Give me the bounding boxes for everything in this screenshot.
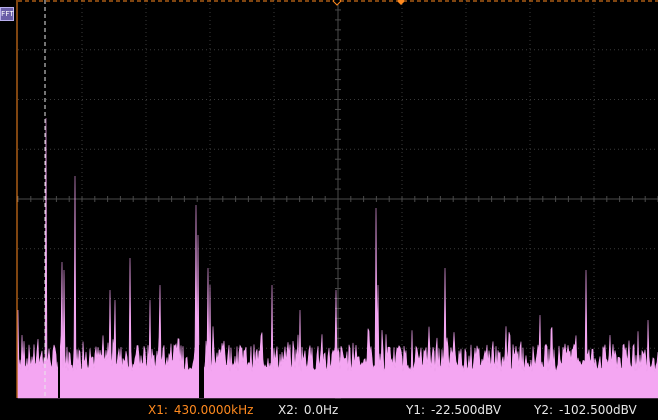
cursor-y2-value: -102.500dBV xyxy=(559,403,637,417)
cursor-x2-value: 0.0Hz xyxy=(303,403,339,417)
center-frequency-marker xyxy=(397,0,405,5)
cursor-y1-readout: Y1: -22.500dBV xyxy=(406,400,501,420)
cursor-y1-label: Y1: xyxy=(406,403,426,417)
cursor-x1-readout: X1: 430.0000kHz xyxy=(148,400,253,420)
trigger-position-marker xyxy=(332,0,342,6)
fft-channel-marker[interactable]: FFT xyxy=(0,7,14,21)
cursor-y2-label: Y2: xyxy=(534,403,554,417)
cursor-x2-label: X2: xyxy=(278,403,298,417)
cursor-y2-readout: Y2: -102.500dBV xyxy=(534,400,637,420)
trace-dropout xyxy=(199,345,204,398)
cursor-x1-label: X1: xyxy=(148,403,168,417)
trace-dropout xyxy=(58,345,60,398)
cursor-x1-value: 430.0000kHz xyxy=(173,403,254,417)
cursor-y1-value: -22.500dBV xyxy=(431,403,502,417)
cursor-readout-bar: X1: 430.0000kHz X2: 0.0Hz Y1: -22.500dBV Y2… xyxy=(0,400,658,420)
fft-display[interactable]: FFT xyxy=(0,0,658,400)
scope-graticule xyxy=(16,0,658,399)
fft-spectrum-trace xyxy=(17,117,658,399)
cursor-x2-readout: X2: 0.0Hz xyxy=(278,400,338,420)
